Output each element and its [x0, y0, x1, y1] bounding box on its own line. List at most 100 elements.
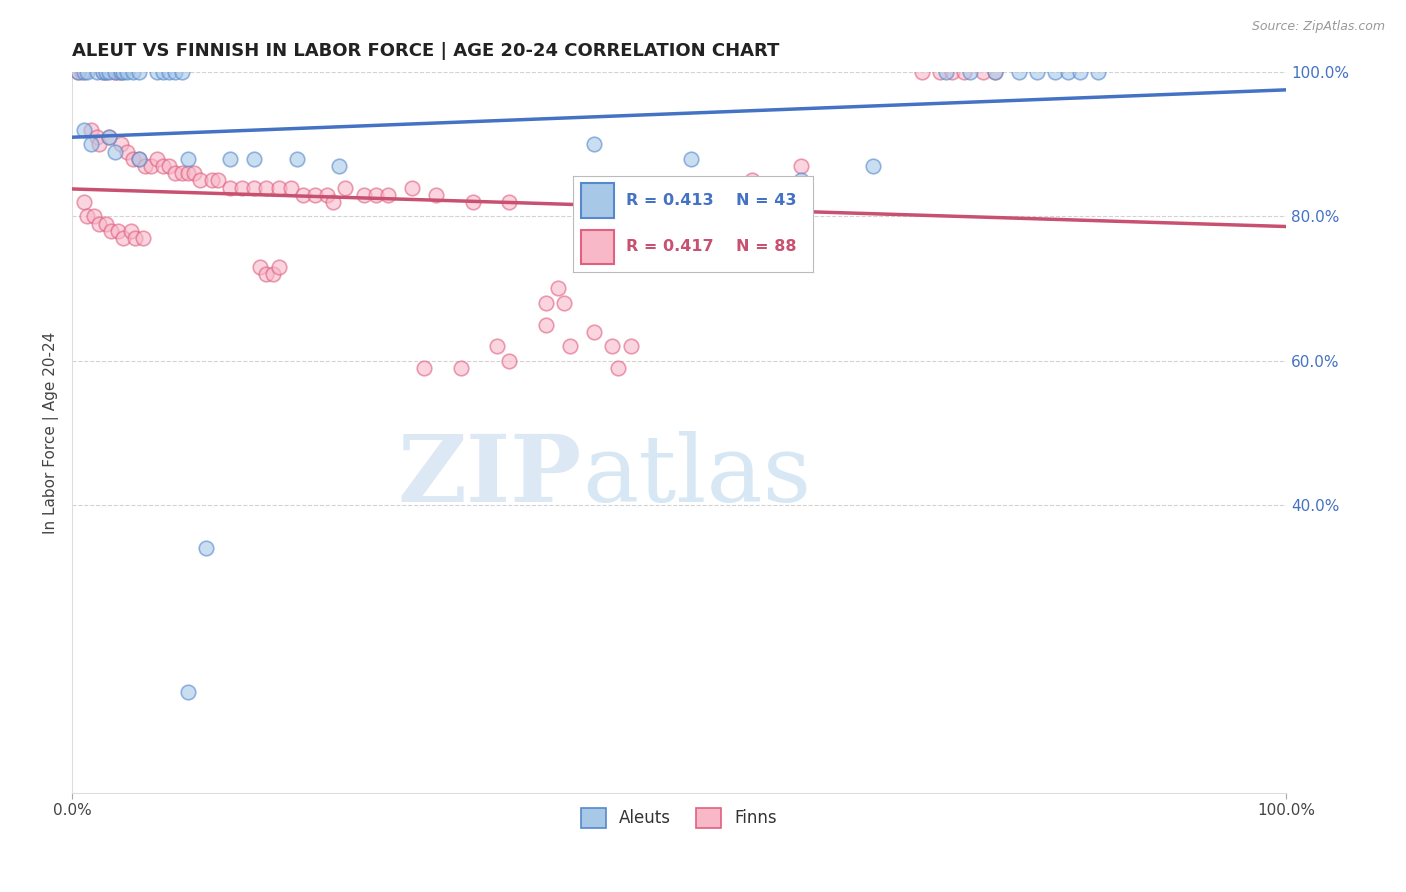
Point — [183, 166, 205, 180]
Point — [112, 65, 135, 79]
Point — [267, 180, 290, 194]
Point — [176, 152, 198, 166]
Point — [207, 173, 229, 187]
Point — [110, 137, 132, 152]
Point — [86, 65, 108, 79]
Point — [146, 65, 169, 79]
Point — [97, 130, 120, 145]
Point — [128, 65, 150, 79]
Point — [558, 339, 581, 353]
Point — [972, 65, 994, 79]
Point — [249, 260, 271, 274]
Point — [96, 217, 118, 231]
Point — [79, 123, 101, 137]
Point — [120, 224, 142, 238]
Text: atlas: atlas — [582, 431, 811, 521]
Point — [86, 130, 108, 145]
Point — [983, 65, 1005, 79]
Point — [100, 224, 122, 238]
Point — [231, 180, 253, 194]
Point — [128, 152, 150, 166]
Point — [486, 339, 509, 353]
Point — [104, 145, 127, 159]
Point — [176, 685, 198, 699]
Text: ZIP: ZIP — [398, 431, 582, 521]
Point — [188, 173, 211, 187]
Y-axis label: In Labor Force | Age 20-24: In Labor Force | Age 20-24 — [44, 332, 59, 533]
Point — [157, 159, 180, 173]
Point — [70, 65, 93, 79]
Text: Source: ZipAtlas.com: Source: ZipAtlas.com — [1251, 20, 1385, 33]
Point — [401, 180, 423, 194]
Point — [316, 187, 339, 202]
Point — [122, 152, 145, 166]
Point — [122, 65, 145, 79]
Point — [1087, 65, 1109, 79]
Point — [602, 339, 624, 353]
Point — [107, 224, 129, 238]
Point — [364, 187, 387, 202]
Point — [377, 187, 399, 202]
Text: ALEUT VS FINNISH IN LABOR FORCE | AGE 20-24 CORRELATION CHART: ALEUT VS FINNISH IN LABOR FORCE | AGE 20… — [72, 42, 780, 60]
Text: R = 0.417: R = 0.417 — [626, 239, 714, 254]
Point — [498, 353, 520, 368]
Point — [112, 231, 135, 245]
Point — [929, 65, 952, 79]
Point — [107, 65, 129, 79]
Point — [547, 281, 569, 295]
Point — [607, 360, 630, 375]
Point — [959, 65, 981, 79]
Point — [96, 65, 118, 79]
Point — [1056, 65, 1078, 79]
Point — [243, 180, 266, 194]
Point — [97, 130, 120, 145]
Point — [152, 159, 174, 173]
Point — [128, 152, 150, 166]
Point — [789, 173, 811, 187]
Point — [243, 152, 266, 166]
Point — [461, 195, 484, 210]
Point — [935, 65, 957, 79]
Point — [104, 65, 127, 79]
Point — [134, 159, 156, 173]
Point — [157, 65, 180, 79]
Point — [115, 65, 138, 79]
Point — [79, 137, 101, 152]
Point — [425, 187, 447, 202]
Point — [67, 65, 90, 79]
Point — [73, 195, 96, 210]
Point — [87, 217, 110, 231]
Point — [1045, 65, 1067, 79]
FancyBboxPatch shape — [581, 229, 614, 264]
Point — [498, 195, 520, 210]
FancyBboxPatch shape — [581, 184, 614, 218]
Point — [87, 137, 110, 152]
Point — [115, 145, 138, 159]
Point — [583, 325, 606, 339]
Point — [91, 65, 114, 79]
Point — [170, 65, 193, 79]
Point — [267, 260, 290, 274]
Point — [256, 267, 278, 281]
Point — [176, 166, 198, 180]
Point — [131, 231, 153, 245]
Point — [91, 65, 114, 79]
Point — [941, 65, 963, 79]
Point — [165, 166, 187, 180]
Point — [104, 65, 127, 79]
Point — [73, 65, 96, 79]
Point — [553, 296, 575, 310]
Point — [76, 65, 98, 79]
Point — [911, 65, 934, 79]
Point — [256, 180, 278, 194]
Point — [194, 541, 217, 555]
Point — [67, 65, 90, 79]
Point — [953, 65, 976, 79]
Text: N = 88: N = 88 — [737, 239, 797, 254]
Point — [170, 166, 193, 180]
Point — [353, 187, 375, 202]
Point — [681, 152, 703, 166]
Point — [583, 137, 606, 152]
Point — [534, 318, 557, 332]
Point — [83, 210, 105, 224]
